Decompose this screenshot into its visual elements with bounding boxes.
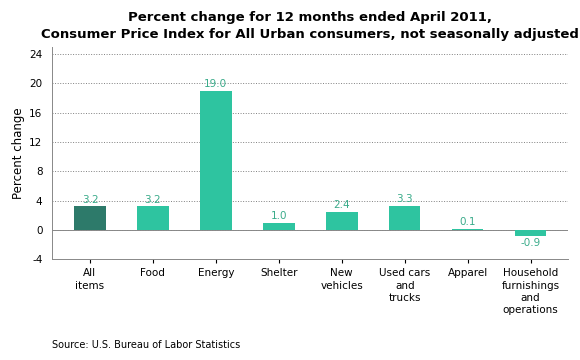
- Text: 3.2: 3.2: [82, 195, 98, 204]
- Bar: [263, 222, 295, 230]
- Text: 3.3: 3.3: [396, 194, 413, 204]
- Bar: [74, 207, 106, 230]
- Y-axis label: Percent change: Percent change: [12, 107, 25, 199]
- Text: 19.0: 19.0: [204, 79, 227, 89]
- Bar: [515, 230, 546, 237]
- Text: 0.1: 0.1: [459, 217, 476, 228]
- Bar: [389, 206, 420, 230]
- Bar: [326, 212, 357, 230]
- Bar: [200, 91, 231, 230]
- Text: -0.9: -0.9: [520, 238, 541, 248]
- Text: Source: U.S. Bureau of Labor Statistics: Source: U.S. Bureau of Labor Statistics: [52, 340, 241, 350]
- Text: 3.2: 3.2: [144, 195, 161, 204]
- Title: Percent change for 12 months ended April 2011,
Consumer Price Index for All Urba: Percent change for 12 months ended April…: [41, 12, 579, 41]
- Bar: [452, 229, 483, 230]
- Text: 1.0: 1.0: [271, 211, 287, 221]
- Bar: [137, 207, 169, 230]
- Text: 2.4: 2.4: [334, 201, 350, 211]
